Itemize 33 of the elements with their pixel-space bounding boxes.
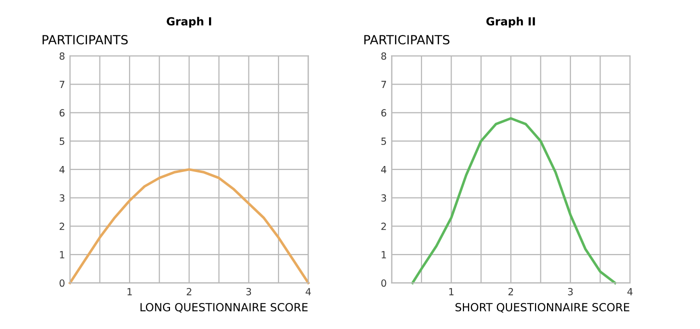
x-tick-label: 3 [568,288,573,296]
x-axis-title: SHORT QUESTIONNAIRE SCORE [456,302,630,313]
line-series [411,117,616,284]
y-tick-label: 7 [381,80,386,88]
y-tick-label: 8 [60,52,64,60]
x-tick-label: 3 [246,288,252,296]
y-tick-label: 6 [60,109,65,117]
y-tick-label: 4 [381,166,386,174]
x-tick-label: 4 [627,288,633,296]
y-tick-label: 7 [60,80,64,88]
y-tick-label: 4 [59,166,65,174]
y-tick-label: 0 [60,279,64,287]
y-axis-title: PARTICIPANTS [42,34,128,44]
y-tick-label: 0 [381,279,386,287]
x-tick-label: 2 [186,288,192,296]
y-tick-label: 2 [60,222,64,230]
y-tick-label: 8 [381,52,386,60]
y-tick-label: 5 [381,138,386,145]
y-tick-label: 5 [60,138,64,145]
y-tick-label: 3 [60,194,64,202]
x-tick-label: 2 [508,288,513,296]
x-axis-title: LONG QUESTIONNAIRE SCORE [140,302,308,313]
y-tick-label: 1 [60,251,64,258]
y-tick-label: 2 [381,222,386,230]
chart-title: Graph II [486,16,535,28]
chart-title: Graph I [166,16,212,28]
y-tick-label: 3 [381,194,386,202]
x-tick-label: 4 [306,288,311,296]
x-tick-label: 1 [449,288,454,296]
y-tick-label: 1 [382,251,386,258]
y-tick-label: 6 [381,109,386,117]
y-axis-title: PARTICIPANTS [364,34,450,44]
x-tick-label: 1 [128,288,132,296]
